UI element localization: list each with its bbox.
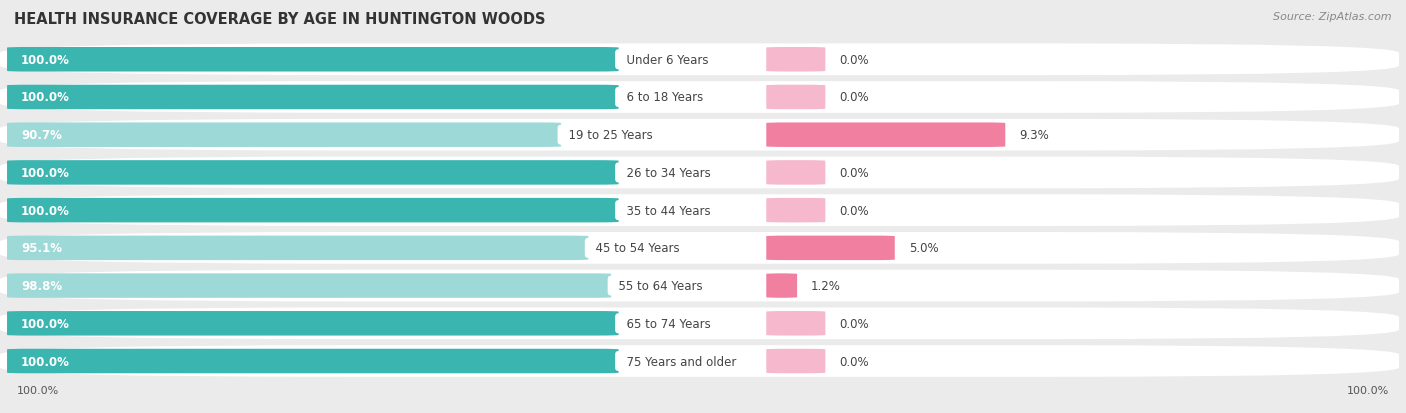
FancyBboxPatch shape <box>7 48 619 72</box>
FancyBboxPatch shape <box>0 82 1399 114</box>
FancyBboxPatch shape <box>0 345 1399 377</box>
Text: 0.0%: 0.0% <box>839 204 869 217</box>
Text: HEALTH INSURANCE COVERAGE BY AGE IN HUNTINGTON WOODS: HEALTH INSURANCE COVERAGE BY AGE IN HUNT… <box>14 12 546 27</box>
Text: 26 to 34 Years: 26 to 34 Years <box>619 166 718 180</box>
Text: 0.0%: 0.0% <box>839 54 869 66</box>
FancyBboxPatch shape <box>7 311 619 336</box>
Text: 100.0%: 100.0% <box>21 355 70 368</box>
FancyBboxPatch shape <box>0 44 1399 76</box>
Text: Under 6 Years: Under 6 Years <box>619 54 716 66</box>
FancyBboxPatch shape <box>7 274 612 298</box>
Text: 100.0%: 100.0% <box>21 317 70 330</box>
FancyBboxPatch shape <box>7 236 588 261</box>
FancyBboxPatch shape <box>766 123 1005 147</box>
Text: 9.3%: 9.3% <box>1019 129 1049 142</box>
Text: 19 to 25 Years: 19 to 25 Years <box>561 129 661 142</box>
FancyBboxPatch shape <box>766 198 825 223</box>
Text: 100.0%: 100.0% <box>21 166 70 180</box>
Text: 100.0%: 100.0% <box>21 204 70 217</box>
Text: 45 to 54 Years: 45 to 54 Years <box>588 242 688 255</box>
FancyBboxPatch shape <box>7 123 561 147</box>
Text: 55 to 64 Years: 55 to 64 Years <box>612 280 710 292</box>
FancyBboxPatch shape <box>766 161 825 185</box>
FancyBboxPatch shape <box>766 349 825 373</box>
FancyBboxPatch shape <box>0 195 1399 226</box>
Text: 90.7%: 90.7% <box>21 129 62 142</box>
Text: 75 Years and older: 75 Years and older <box>619 355 744 368</box>
FancyBboxPatch shape <box>766 48 825 72</box>
Text: 0.0%: 0.0% <box>839 317 869 330</box>
Text: 100.0%: 100.0% <box>21 91 70 104</box>
FancyBboxPatch shape <box>766 311 825 336</box>
FancyBboxPatch shape <box>7 349 619 373</box>
FancyBboxPatch shape <box>7 85 619 110</box>
FancyBboxPatch shape <box>0 157 1399 189</box>
Text: 65 to 74 Years: 65 to 74 Years <box>619 317 718 330</box>
FancyBboxPatch shape <box>0 308 1399 339</box>
FancyBboxPatch shape <box>766 236 894 261</box>
Text: 1.2%: 1.2% <box>811 280 841 292</box>
FancyBboxPatch shape <box>7 198 619 223</box>
Text: 0.0%: 0.0% <box>839 355 869 368</box>
FancyBboxPatch shape <box>0 270 1399 301</box>
Text: 100.0%: 100.0% <box>17 385 59 395</box>
FancyBboxPatch shape <box>0 233 1399 264</box>
FancyBboxPatch shape <box>766 274 797 298</box>
FancyBboxPatch shape <box>0 120 1399 151</box>
Text: 35 to 44 Years: 35 to 44 Years <box>619 204 718 217</box>
Text: 0.0%: 0.0% <box>839 91 869 104</box>
FancyBboxPatch shape <box>7 161 619 185</box>
Text: 0.0%: 0.0% <box>839 166 869 180</box>
Text: 5.0%: 5.0% <box>908 242 938 255</box>
Text: 6 to 18 Years: 6 to 18 Years <box>619 91 710 104</box>
Text: 100.0%: 100.0% <box>21 54 70 66</box>
Text: 98.8%: 98.8% <box>21 280 62 292</box>
Text: 100.0%: 100.0% <box>1347 385 1389 395</box>
Text: Source: ZipAtlas.com: Source: ZipAtlas.com <box>1274 12 1392 22</box>
Text: 95.1%: 95.1% <box>21 242 62 255</box>
FancyBboxPatch shape <box>766 85 825 110</box>
